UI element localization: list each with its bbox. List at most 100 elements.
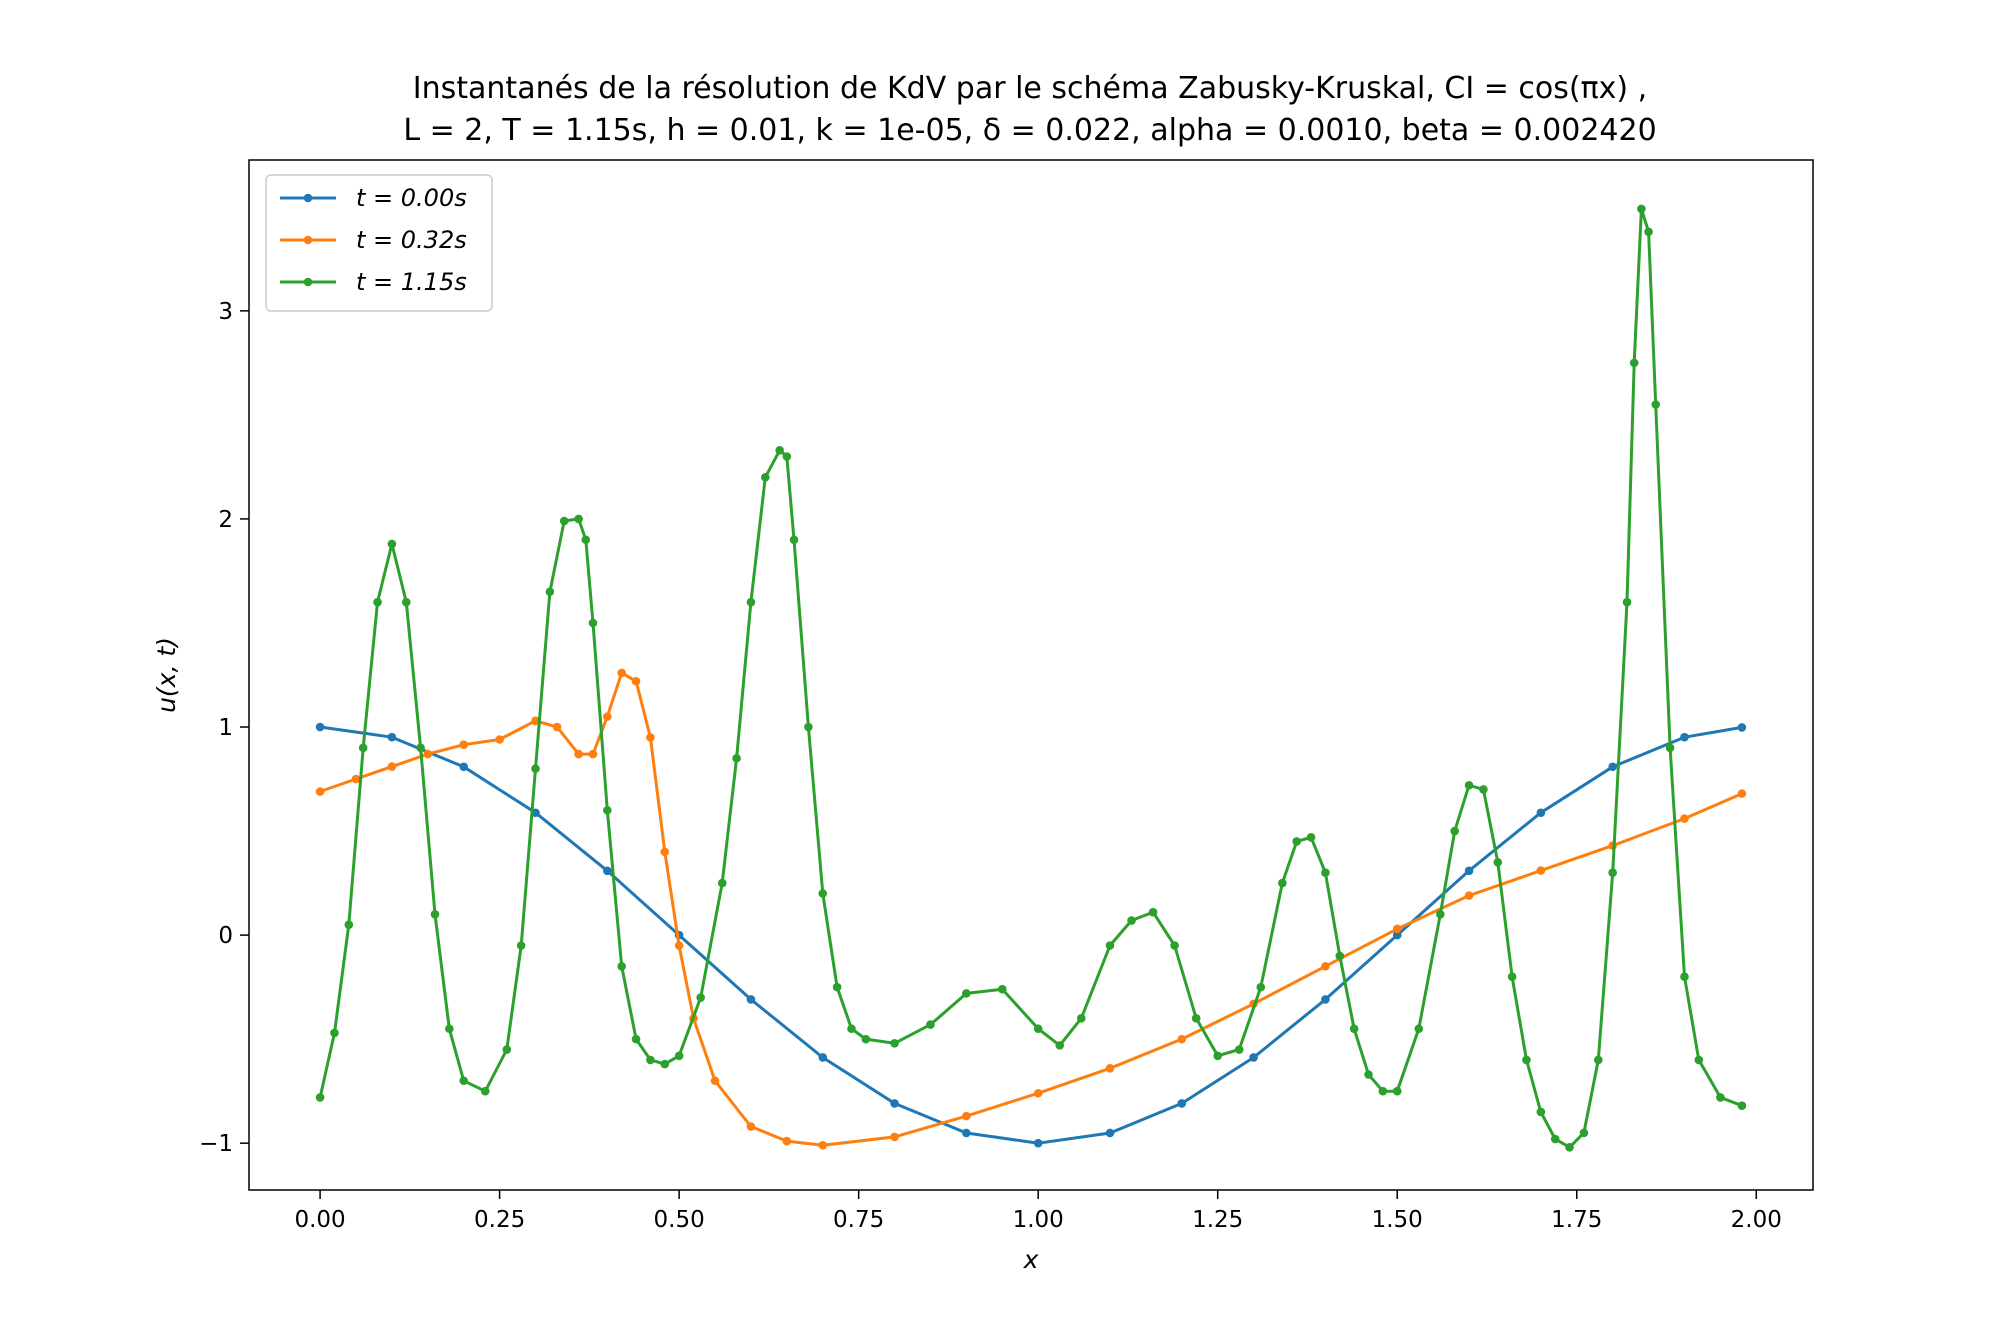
data-point [782,452,792,461]
data-point [1579,1128,1589,1138]
data-point [746,1122,756,1131]
data-point [315,1093,325,1102]
data-point [1191,1014,1201,1023]
data-point [1450,826,1459,836]
data-point [926,1020,935,1029]
data-point [1644,227,1653,237]
data-point [1550,1134,1560,1144]
data-point [1622,597,1632,607]
data-point [1536,866,1546,875]
data-point [1637,204,1646,214]
plot-area: 0.00 0.25 0.50 0.75 1.00 1.25 1.50 1.75 2.00 −1 0… [199,159,1814,1233]
data-point [574,514,583,524]
data-point [1536,1107,1546,1117]
data-point [358,743,368,753]
x-tick-label: 1.25 [1192,1207,1243,1233]
data-point [516,941,526,950]
data-point [1593,1055,1603,1065]
axes-frame [248,159,1814,1191]
x-tick-label: 1.75 [1551,1207,1602,1233]
data-point [789,535,799,545]
data-point [804,722,813,732]
data-point [1033,1088,1043,1098]
data-point [962,1128,971,1138]
data-point [1716,1093,1725,1102]
data-point [459,1076,469,1086]
data-point [603,805,612,815]
legend: t = 0.00s t = 0.32s t = 1.15s [265,174,493,312]
data-point [1414,1024,1424,1034]
y-tick-label: 0 [218,923,233,949]
y-tick-label: 3 [218,299,233,325]
y-axis-label: u(x, t) [152,637,181,713]
data-point [545,587,555,597]
legend-item: t = 0.00s [280,184,467,212]
data-point [617,668,626,678]
data-point [603,712,612,721]
data-point [818,1140,828,1150]
series-layer [315,204,1747,1152]
data-point [890,1039,899,1048]
data-point [847,1024,856,1034]
legend-item: t = 1.15s [280,268,467,296]
data-point [861,1034,871,1044]
data-point [1033,1024,1043,1034]
series-line [319,671,1743,1147]
data-point [401,597,411,607]
data-point [1608,868,1617,877]
data-point [1680,814,1689,823]
data-point [1507,972,1517,982]
data-point [1278,878,1287,888]
chart-title-line-2: L = 2, T = 1.15s, h = 0.01, k = 1e-05, δ… [403,113,1656,148]
data-point [559,516,569,526]
data-point [1737,1101,1747,1111]
data-point [674,941,684,950]
data-point [1737,789,1747,798]
data-point [344,920,354,929]
data-point [552,722,562,732]
x-tick-label: 0.00 [294,1207,345,1233]
data-point [1392,924,1402,934]
data-point [459,740,469,750]
x-axis-ticks: 0.00 0.25 0.50 0.75 1.00 1.25 1.50 1.75 2.00 [294,1190,1782,1233]
data-point [1349,1024,1359,1034]
data-point [1665,743,1675,753]
data-point [1055,1041,1065,1050]
data-point [1177,1099,1187,1108]
data-point [387,539,397,549]
data-point [1694,1055,1704,1065]
data-point [315,722,325,732]
data-point [631,1034,641,1044]
data-point [1105,1063,1115,1073]
data-point [1213,1051,1223,1061]
data-point [1105,1128,1115,1138]
data-point [416,743,425,753]
legend-swatch-marker [303,277,313,287]
data-point [588,749,598,759]
legend-label: t = 0.32s [356,226,467,254]
legend-swatch-marker [303,193,313,203]
data-point [617,962,626,971]
data-point [1234,1045,1244,1054]
y-tick-label: 2 [218,507,233,533]
data-point [459,762,469,772]
data-point [1249,1053,1258,1062]
data-point [1629,358,1639,368]
data-point [660,1059,670,1069]
legend-frame [265,174,493,312]
data-point [1479,785,1488,794]
legend-label: t = 1.15s [356,268,467,296]
data-point [782,1136,792,1146]
data-point [890,1132,899,1142]
data-point [631,676,641,686]
chart-title-line-1: Instantanés de la résolution de KdV par … [413,71,1647,106]
data-point [646,733,655,742]
x-tick-label: 0.25 [474,1207,525,1233]
data-point [1464,780,1474,790]
data-point [495,735,504,744]
data-point [1033,1138,1043,1148]
data-point [1335,951,1345,961]
data-point [1464,891,1474,900]
data-point [761,473,770,482]
